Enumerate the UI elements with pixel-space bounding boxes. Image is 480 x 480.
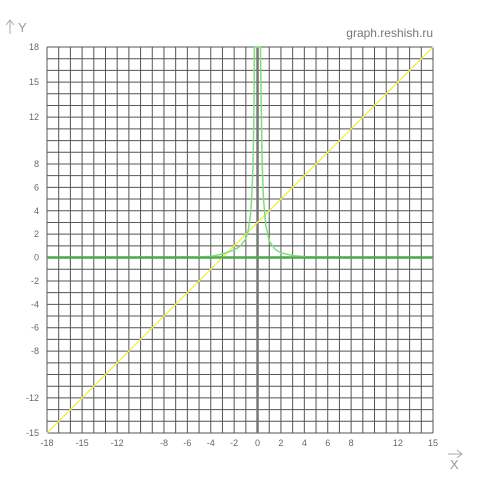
y-tick-label: -4 (31, 299, 39, 309)
grid (46, 46, 434, 434)
y-tick-label: 2 (34, 229, 39, 239)
x-tick-label: 2 (278, 438, 283, 448)
y-tick-label: -12 (26, 393, 39, 403)
y-tick-label: -8 (31, 346, 39, 356)
y-tick-label: -15 (26, 428, 39, 438)
series-line-peak-curve (47, 46, 433, 259)
x-tick-label: 12 (393, 438, 403, 448)
x-tick-label: -2 (230, 438, 238, 448)
series-layer (46, 46, 434, 434)
x-tick-label: -15 (76, 438, 89, 448)
series-line-straight (46, 46, 434, 434)
y-tick-label: 15 (29, 77, 39, 87)
x-tick-label: 15 (428, 438, 438, 448)
y-axis-arrow-icon (5, 19, 15, 34)
x-tick-label: -12 (111, 438, 124, 448)
tick-labels: -18 -15 -12 -8 -6 -4 -2 0 2 4 6 8 12 1518151286420-2-… (26, 42, 438, 448)
x-axis-label: X (450, 457, 459, 472)
x-tick-label: -6 (183, 438, 191, 448)
y-axis-label: Y (18, 20, 27, 35)
site-watermark: graph.reshish.ru (346, 26, 433, 40)
x-tick-label: 6 (325, 438, 330, 448)
y-tick-label: 0 (34, 253, 39, 263)
x-tick-label: 4 (302, 438, 307, 448)
y-tick-label: 6 (34, 182, 39, 192)
y-tick-label: 4 (34, 206, 39, 216)
x-tick-label: 8 (349, 438, 354, 448)
y-tick-label: 12 (29, 112, 39, 122)
x-tick-label: -4 (207, 438, 215, 448)
x-tick-label: -8 (160, 438, 168, 448)
y-tick-label: 8 (34, 159, 39, 169)
x-tick-label: -18 (40, 438, 53, 448)
x-axis-arrow-icon (448, 449, 463, 459)
y-tick-label: 18 (29, 42, 39, 52)
x-tick-label: 0 (255, 438, 260, 448)
y-tick-label: -2 (31, 276, 39, 286)
y-tick-label: -6 (31, 323, 39, 333)
